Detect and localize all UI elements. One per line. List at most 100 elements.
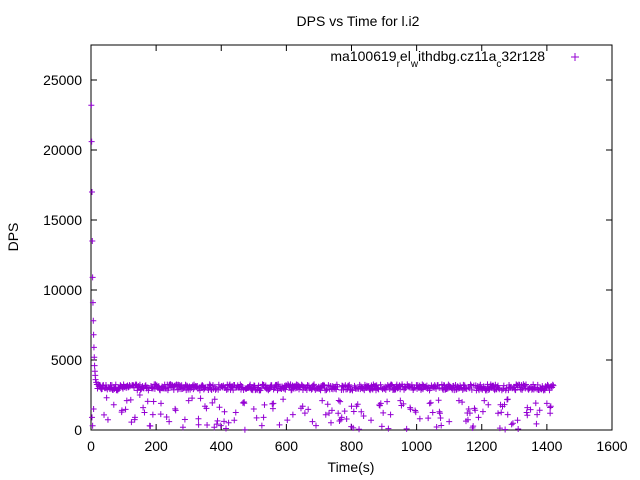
data-point: [546, 387, 553, 394]
data-point: [475, 414, 482, 421]
data-point: [247, 381, 254, 388]
data-point: [403, 425, 410, 432]
data-point: [437, 415, 444, 422]
data-point: [461, 382, 468, 389]
data-point: [502, 426, 509, 433]
data-point: [323, 387, 330, 394]
data-point: [453, 386, 460, 393]
data-point: [88, 414, 95, 421]
data-point: [260, 414, 267, 421]
data-point: [255, 382, 262, 389]
data-point: [185, 397, 192, 404]
data-point: [485, 401, 492, 408]
data-point: [338, 414, 345, 421]
chart-title: DPS vs Time for l.i2: [297, 13, 420, 29]
data-point: [328, 407, 335, 414]
data-point: [500, 386, 507, 393]
data-point: [412, 409, 419, 416]
data-point: [276, 421, 283, 428]
data-point: [397, 397, 404, 404]
data-point: [467, 381, 474, 388]
data-point: [466, 410, 473, 417]
data-point: [232, 409, 239, 416]
x-axis-label: Time(s): [328, 459, 375, 475]
data-point: [377, 400, 384, 407]
data-point: [441, 382, 448, 389]
data-point: [509, 420, 516, 427]
data-point: [165, 385, 172, 392]
data-point: [170, 383, 177, 390]
data-point: [523, 409, 530, 416]
data-point: [438, 422, 445, 429]
data-point: [349, 387, 356, 394]
data-point: [271, 384, 278, 391]
data-point: [157, 411, 164, 418]
data-point: [336, 418, 343, 425]
data-point: [326, 410, 333, 417]
data-point: [207, 382, 214, 389]
data-point: [311, 381, 318, 388]
data-point: [400, 400, 407, 407]
data-point: [380, 409, 387, 416]
data-point: [532, 400, 539, 407]
data-point: [337, 398, 344, 405]
data-point: [217, 422, 224, 429]
y-axis: 0 5000 10000 15000 20000 25000: [43, 72, 612, 438]
data-point: [382, 386, 389, 393]
data-point: [377, 381, 384, 388]
data-point: [511, 386, 518, 393]
data-point: [345, 383, 352, 390]
data-point: [140, 404, 147, 411]
data-point: [407, 404, 414, 411]
x-tick-label: 1000: [401, 438, 432, 454]
data-point: [339, 383, 346, 390]
data-point: [387, 411, 394, 418]
data-point: [127, 396, 134, 403]
data-point: [343, 415, 350, 422]
x-tick-label: 0: [87, 438, 95, 454]
data-point: [389, 382, 396, 389]
data-point: [374, 385, 381, 392]
data-point: [259, 381, 266, 388]
data-point: [350, 424, 357, 431]
data-point: [335, 410, 342, 417]
y-tick-label: 20000: [43, 142, 82, 158]
data-point: [501, 401, 508, 408]
data-point: [436, 384, 443, 391]
data-point: [163, 414, 170, 421]
data-point: [195, 415, 202, 422]
data-point: [550, 382, 557, 389]
data-point: [88, 102, 95, 109]
data-point: [512, 387, 519, 394]
data-point: [305, 406, 312, 413]
data-point: [181, 416, 188, 423]
data-point: [500, 382, 507, 389]
data-point: [273, 382, 280, 389]
data-point: [425, 415, 432, 422]
data-point: [275, 381, 282, 388]
data-point: [216, 404, 223, 411]
data-points: [88, 102, 557, 433]
data-point: [225, 419, 232, 426]
x-tick-label: 200: [144, 438, 168, 454]
x-tick-label: 1200: [466, 438, 497, 454]
data-point: [158, 400, 165, 407]
data-point: [222, 425, 229, 432]
data-point: [221, 418, 228, 425]
data-point: [396, 382, 403, 389]
data-point: [534, 411, 541, 418]
data-point: [534, 381, 541, 388]
data-point: [270, 400, 277, 407]
data-point: [446, 418, 453, 425]
data-point: [90, 331, 97, 338]
data-point: [464, 416, 471, 423]
data-point: [346, 381, 353, 388]
data-point: [89, 299, 96, 306]
x-tick-label: 800: [340, 438, 364, 454]
data-point: [524, 412, 531, 419]
data-point: [514, 417, 521, 424]
data-point: [384, 398, 391, 405]
data-point: [281, 385, 288, 392]
data-point: [214, 417, 221, 424]
